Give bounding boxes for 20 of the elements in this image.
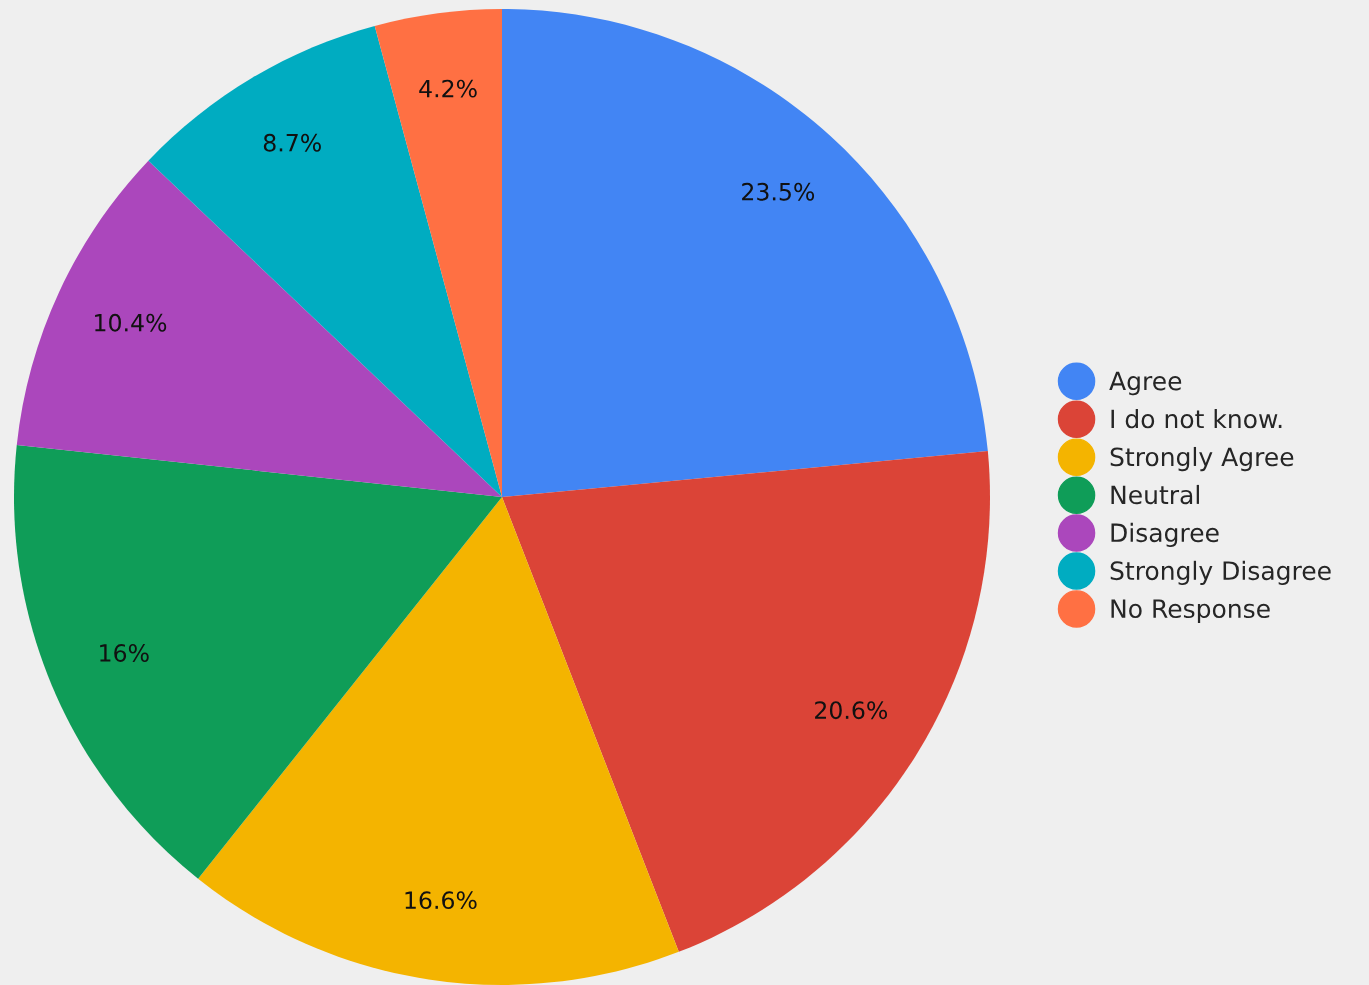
data-label: 20.6%	[815, 701, 888, 720]
data-label: 16%	[100, 644, 149, 662]
legend-label: Strongly Agree	[1110, 446, 1294, 472]
data-label: 10.4%	[95, 313, 167, 332]
data-label: 23.5%	[742, 182, 815, 201]
pie-slice	[502, 9, 988, 497]
legend-label: Neutral	[1111, 484, 1199, 505]
legend-label: Strongly Disagree	[1110, 560, 1331, 585]
data-label: 16.6%	[405, 891, 477, 910]
pie-slice	[374, 9, 502, 497]
pie-slice	[14, 444, 502, 879]
data-label: 4.2%	[419, 79, 477, 98]
legend-label: Disagree	[1111, 522, 1219, 548]
legend-label: I do not know.	[1111, 409, 1282, 429]
pie-slice	[198, 497, 679, 985]
legend-label: No Response	[1111, 599, 1270, 623]
pie-slice	[16, 160, 502, 497]
data-label: 8.7%	[263, 133, 321, 152]
pie-slice	[502, 451, 990, 952]
legend-label: Agree	[1109, 371, 1182, 396]
